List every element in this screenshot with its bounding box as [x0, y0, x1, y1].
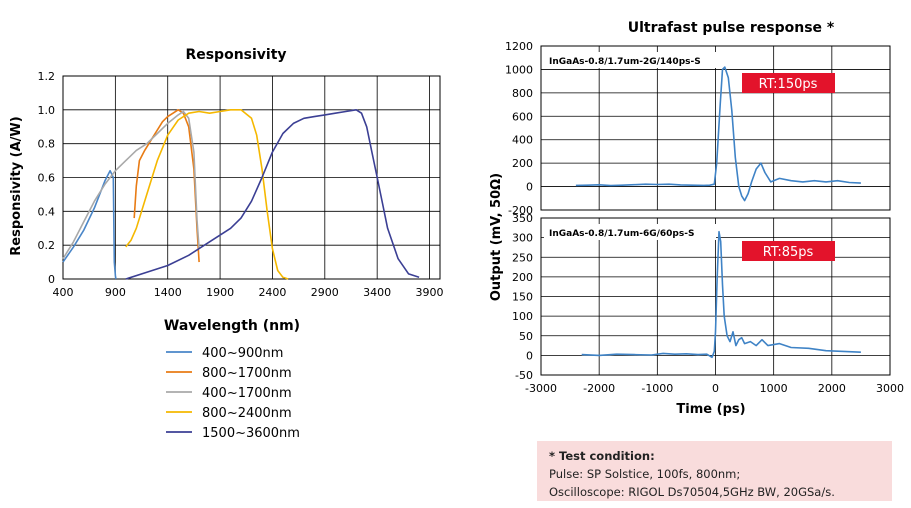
pulse-2g-ytick-label: -200 [508, 204, 533, 217]
pulse-2g-series [575, 66, 861, 202]
pulse-ylabel: Output (mV, 50Ω) [489, 173, 504, 301]
responsivity-xtick-label: 2400 [258, 286, 286, 299]
test-condition-note: * Test condition: Pulse: SP Solstice, 10… [537, 441, 892, 501]
legend-label-3: 800~2400nm [202, 406, 292, 421]
pulse-2g-badge-text: RT:150ps [759, 77, 818, 92]
responsivity-series-line-3 [125, 109, 289, 280]
responsivity-xtick-label: 900 [105, 286, 126, 299]
pulse-6g-tick-labels: -50 0 50 100 150 200 250 300 350 -3000 -2000 -1000 0… [512, 212, 904, 395]
responsivity-xtick-label: 3900 [416, 286, 444, 299]
note-line-1: Pulse: SP Solstice, 100fs, 800nm; [549, 467, 741, 481]
pulse-6g-ytick-label: 250 [512, 251, 533, 264]
pulse-6g-xtick-label: -1000 [641, 382, 673, 395]
responsivity-xtick-label: 400 [53, 286, 74, 299]
pulse-6g-label-bg [544, 224, 716, 240]
responsivity-ytick-label: 1.2 [38, 70, 56, 83]
pulse-2g-ytick-label: 400 [512, 134, 533, 147]
pulse-6g-xtick-label: 2000 [818, 382, 846, 395]
responsivity-title: Responsivity [185, 47, 286, 63]
pulse-6g-ytick-label: 50 [519, 330, 533, 343]
pulse-6g-series [581, 230, 861, 359]
responsivity-ytick-label: 0.8 [38, 138, 56, 151]
legend-label-2: 400~1700nm [202, 386, 292, 401]
pulse-6g-badge [742, 241, 835, 261]
pulse-6g-ytick-label: 0 [526, 349, 533, 362]
pulse-2g-label-bg [544, 52, 720, 68]
responsivity-ytick-label: 0.2 [38, 239, 56, 252]
pulse-chart-6g: -50 0 50 100 150 200 250 300 350 -3000 -2000 -1000 0… [512, 212, 904, 417]
pulse-xlabel: Time (ps) [676, 402, 745, 417]
pulse-6g-series-line-0 [581, 230, 861, 359]
responsivity-ytick-label: 1.0 [38, 104, 56, 117]
responsivity-series [62, 109, 420, 280]
responsivity-ytick-label: 0.6 [38, 172, 56, 185]
responsivity-series-line-1 [133, 109, 200, 263]
responsivity-ytick-label: 0 [48, 273, 55, 286]
legend-label-1: 800~1700nm [202, 366, 292, 381]
responsivity-series-line-0 [62, 169, 117, 280]
pulse-6g-ytick-label: 350 [512, 212, 533, 225]
pulse-6g-badge-text: RT:85ps [763, 245, 814, 260]
pulse-title: Ultrafast pulse response * [628, 20, 835, 36]
pulse-6g-label: InGaAs-0.8/1.7um-6G/60ps-S [549, 229, 694, 239]
responsivity-legend: 400~900nm 800~1700nm 400~1700nm 800~2400nm 1… [166, 346, 300, 441]
pulse-2g-ytick-label: 0 [526, 181, 533, 194]
pulse-2g-ytick-label: 1200 [505, 40, 533, 53]
pulse-chart-2g: -200 0 200 400 600 800 1000 1200 InGaAs-0.8/1.7… [505, 40, 891, 217]
responsivity-xtick-label: 3400 [363, 286, 391, 299]
responsivity-ytick-label: 0.4 [38, 205, 56, 218]
note-title: * Test condition: [549, 449, 655, 463]
legend-label-0: 400~900nm [202, 346, 283, 361]
responsivity-xlabel: Wavelength (nm) [164, 318, 300, 334]
pulse-6g-ytick-label: 300 [512, 232, 533, 245]
responsivity-chart: Responsivity Responsivity (A/W) Waveleng… [9, 47, 444, 441]
pulse-2g-label: InGaAs-0.8/1.7um-2G/140ps-S [549, 57, 701, 67]
responsivity-series-line-4 [125, 109, 420, 280]
pulse-6g-ytick-label: 100 [512, 310, 533, 323]
responsivity-grid [62, 75, 441, 280]
pulse-2g-series-line-0 [575, 66, 861, 202]
responsivity-xtick-label: 1400 [154, 286, 182, 299]
pulse-6g-xtick-label: 3000 [876, 382, 904, 395]
note-line-2: Oscilloscope: RIGOL Ds70504,5GHz BW, 20G… [549, 485, 835, 499]
pulse-6g-ytick-label: 150 [512, 291, 533, 304]
pulse-6g-xtick-label: -2000 [583, 382, 615, 395]
pulse-2g-tick-labels: -200 0 200 400 600 800 1000 1200 [505, 40, 533, 217]
pulse-6g-xtick-label: -3000 [525, 382, 557, 395]
pulse-2g-ytick-label: 800 [512, 87, 533, 100]
pulse-2g-ytick-label: 200 [512, 157, 533, 170]
responsivity-xtick-label: 2900 [311, 286, 339, 299]
responsivity-series-line-2 [62, 110, 200, 260]
responsivity-xtick-label: 1900 [206, 286, 234, 299]
pulse-6g-xtick-label: 1000 [760, 382, 788, 395]
pulse-2g-ytick-label: 600 [512, 110, 533, 123]
legend-label-4: 1500~3600nm [202, 426, 300, 441]
pulse-2g-badge [742, 73, 835, 93]
pulse-6g-ytick-label: 200 [512, 271, 533, 284]
pulse-6g-ytick-label: -50 [515, 369, 533, 382]
responsivity-ylabel: Responsivity (A/W) [9, 116, 24, 255]
responsivity-tick-labels: 0 0.2 0.4 0.6 0.8 1.0 1.2 400 900 1400 1900 2400 290… [38, 70, 444, 299]
pulse-6g-xtick-label: 0 [712, 382, 719, 395]
pulse-2g-ytick-label: 1000 [505, 63, 533, 76]
